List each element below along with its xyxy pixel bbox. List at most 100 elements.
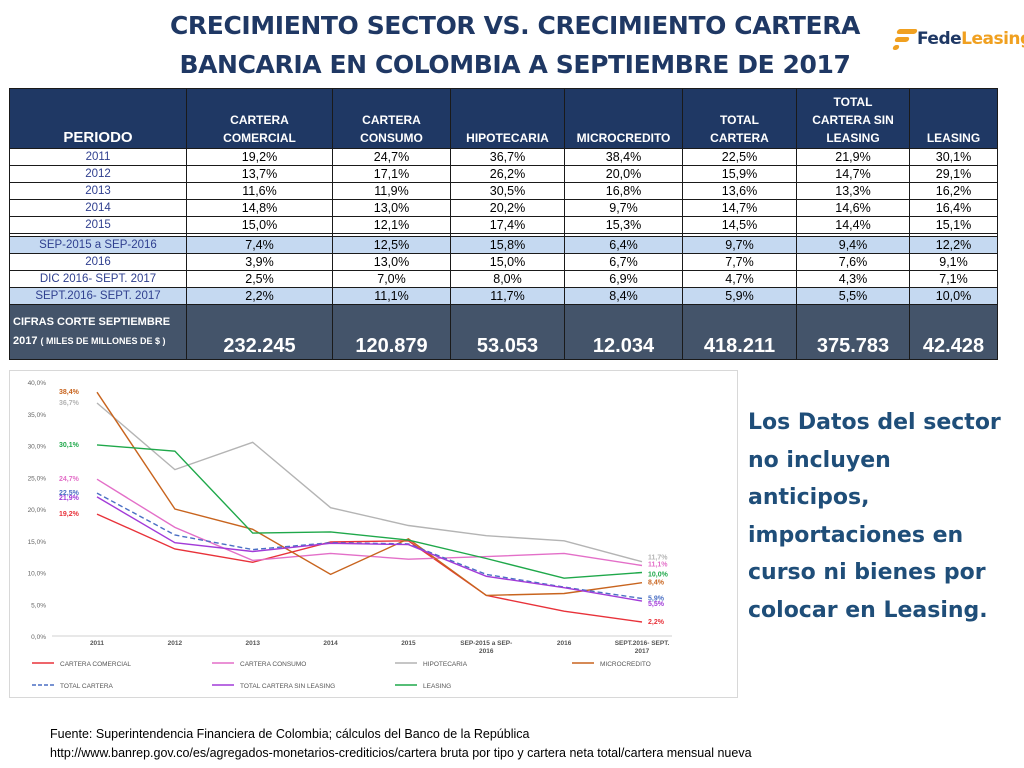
value-cell: 20,2%	[450, 199, 565, 217]
value-cell: 16,8%	[564, 182, 683, 200]
value-cell: 16,4%	[909, 199, 998, 217]
header-hipotecaria: HIPOTECARIA	[450, 88, 565, 149]
value-cell: 36,7%	[450, 148, 565, 166]
value-cell: 17,4%	[450, 216, 565, 234]
title-line-1: CRECIMIENTO SECTOR VS. CRECIMIENTO CARTE…	[169, 11, 861, 40]
value-cell: 15,1%	[909, 216, 998, 234]
value-cell: 13,3%	[796, 182, 910, 200]
series-start-label: 22,5%	[59, 490, 80, 497]
series-start-label: 30,1%	[59, 442, 80, 449]
y-tick-label: 25,0%	[28, 475, 47, 482]
value-cell: 9,1%	[909, 253, 998, 271]
value-cell: 16,2%	[909, 182, 998, 200]
value-cell: 15,0%	[186, 216, 333, 234]
value-cell: 14,5%	[682, 216, 797, 234]
footer-value: 42.428	[909, 304, 998, 360]
side-note-line: importaciones en	[748, 522, 964, 548]
header-cartera-comercial: CARTERA COMERCIAL	[186, 88, 333, 149]
line-chart-panel: 0,0% 5,0% 10,0% 15,0% 20,0% 25,0% 30,0% 35,0% 40…	[9, 370, 738, 698]
value-cell: 8,0%	[450, 270, 565, 288]
series-end-label: 11,7%	[648, 555, 668, 562]
value-cell: 3,9%	[186, 253, 333, 271]
value-cell: 7,1%	[909, 270, 998, 288]
value-cell: 8,4%	[564, 287, 683, 305]
x-tick-label: 2012	[168, 640, 183, 647]
value-cell: 30,5%	[450, 182, 565, 200]
source-url: http://www.banrep.gov.co/es/agregados-mo…	[50, 746, 752, 760]
side-note-line: colocar en Leasing.	[748, 597, 988, 623]
x-tick-label: 2011	[90, 640, 104, 647]
value-cell: 30,1%	[909, 148, 998, 166]
value-cell: 24,7%	[332, 148, 451, 166]
side-note: Los Datos del sector no incluyen anticip…	[748, 404, 1018, 629]
series-start-label: 38,4%	[59, 389, 80, 396]
value-cell: 6,7%	[564, 253, 683, 271]
value-cell: 11,1%	[332, 287, 451, 305]
value-cell: 5,9%	[682, 287, 797, 305]
series-line	[96, 513, 643, 623]
value-cell: 15,3%	[564, 216, 683, 234]
value-cell: 6,4%	[564, 236, 683, 254]
series-line	[96, 402, 643, 563]
value-cell: 11,6%	[186, 182, 333, 200]
legend-label: LEASING	[423, 683, 451, 690]
value-cell: 2,2%	[186, 287, 333, 305]
value-cell: 9,7%	[564, 199, 683, 217]
value-cell: 6,9%	[564, 270, 683, 288]
header-leasing: LEASING	[909, 88, 998, 149]
y-tick-label: 0,0%	[31, 634, 46, 641]
value-cell: 14,7%	[682, 199, 797, 217]
source-text: Fuente: Superintendencia Financiera de C…	[50, 727, 530, 741]
value-cell: 38,4%	[564, 148, 683, 166]
value-cell: 7,0%	[332, 270, 451, 288]
period-cell: DIC 2016- SEPT. 2017	[9, 270, 187, 288]
table-footer-row: CIFRAS CORTE SEPTIEMBRE 2017 ( MILES DE M…	[9, 304, 998, 360]
value-cell: 12,1%	[332, 216, 451, 234]
series-line	[96, 391, 643, 597]
period-cell: 2016	[9, 253, 187, 271]
footer-label: CIFRAS CORTE SEPTIEMBRE 2017 ( MILES DE M…	[9, 304, 187, 360]
legend-label: HIPOTECARIA	[423, 661, 468, 668]
value-cell: 7,6%	[796, 253, 910, 271]
y-tick-label: 5,0%	[31, 602, 46, 609]
y-tick-label: 20,0%	[28, 507, 47, 514]
footer-value: 418.211	[682, 304, 797, 360]
title-line-2: BANCARIA EN COLOMBIA A SEPTIEMBRE DE 201…	[179, 50, 851, 79]
y-tick-label: 35,0%	[28, 412, 47, 419]
header-total-cartera: TOTAL CARTERA	[682, 88, 797, 149]
series-line	[96, 478, 643, 567]
table-row: SEP-2015 a SEP-2016 7,4% 12,5% 15,8% 6,4% 9,7…	[9, 236, 998, 254]
y-tick-label: 10,0%	[28, 571, 47, 578]
table-row: 2014 14,8% 13,0% 20,2% 9,7% 14,7% 14,6% 16,4%	[9, 199, 998, 217]
period-cell: SEPT.2016- SEPT. 2017	[9, 287, 187, 305]
value-cell: 26,2%	[450, 165, 565, 183]
value-cell: 2,5%	[186, 270, 333, 288]
value-cell: 15,9%	[682, 165, 797, 183]
value-cell: 22,5%	[682, 148, 797, 166]
side-note-line: Los Datos del sector	[748, 410, 1001, 435]
period-cell: 2011	[9, 148, 187, 166]
y-tick-label: 40,0%	[28, 380, 47, 387]
series-line	[96, 496, 643, 602]
header-cartera-consumo: CARTERA CONSUMO	[332, 88, 451, 149]
line-chart: 0,0% 5,0% 10,0% 15,0% 20,0% 25,0% 30,0% 35,0% 40…	[28, 380, 672, 690]
legend-label: CARTERA CONSUMO	[240, 661, 306, 668]
x-tick-label: 2013	[245, 640, 260, 647]
value-cell: 13,6%	[682, 182, 797, 200]
footer-value: 375.783	[796, 304, 910, 360]
header-total-sin-leasing: TOTAL CARTERA SIN LEASING	[796, 88, 910, 149]
growth-table: PERIODO CARTERA COMERCIAL CARTERA CONSUMO …	[9, 88, 998, 360]
value-cell: 7,4%	[186, 236, 333, 254]
series-line	[96, 444, 643, 579]
value-cell: 14,6%	[796, 199, 910, 217]
series-start-label: 21,9%	[59, 495, 80, 502]
value-cell: 14,4%	[796, 216, 910, 234]
table-row: 2013 11,6% 11,9% 30,5% 16,8% 13,6% 13,3% 16,2%	[9, 182, 998, 200]
series-start-label: 36,7%	[59, 400, 80, 407]
value-cell: 7,7%	[682, 253, 797, 271]
x-tick-label: 2017	[635, 648, 650, 655]
legend-label: CARTERA COMERCIAL	[60, 661, 131, 668]
y-tick-label: 15,0%	[28, 539, 47, 546]
table-row: 2012 13,7% 17,1% 26,2% 20,0% 15,9% 14,7% 29,1%	[9, 165, 998, 183]
period-cell: 2014	[9, 199, 187, 217]
